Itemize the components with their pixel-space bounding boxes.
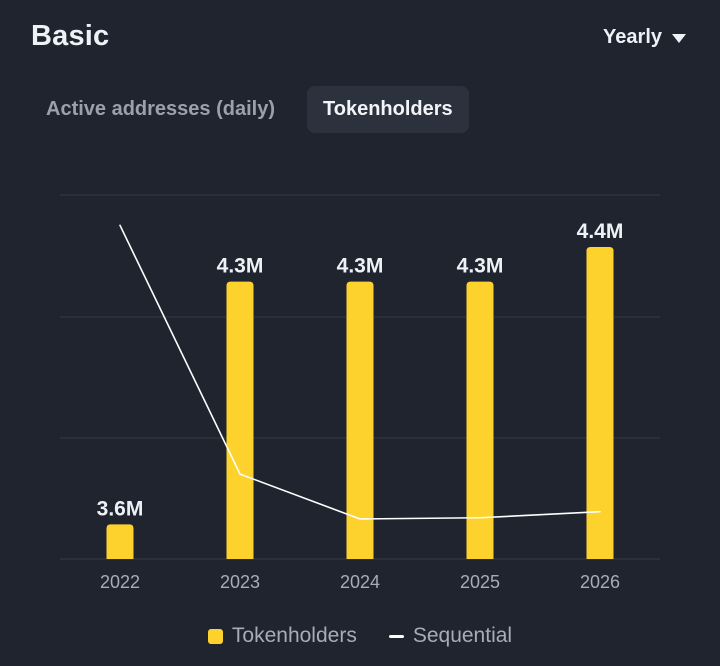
legend-item-tokenholders[interactable]: Tokenholders — [207, 624, 357, 648]
bar-2023 — [226, 281, 254, 559]
legend-label-tokenholders: Tokenholders — [231, 624, 357, 647]
x-tick-label-2023: 2023 — [220, 572, 260, 592]
legend-label-sequential: Sequential — [412, 624, 513, 647]
tab-active-addresses[interactable]: Active addresses (daily) — [46, 98, 275, 120]
x-tick-label-2025: 2025 — [460, 572, 500, 592]
period-label: Yearly — [603, 26, 662, 48]
tab-tokenholders[interactable]: Tokenholders — [307, 86, 469, 133]
data-label-2025: 4.3M — [457, 255, 504, 278]
data-label-2024: 4.3M — [337, 255, 384, 278]
sequential-line — [119, 224, 601, 520]
x-tick-label-2024: 2024 — [340, 572, 380, 592]
x-tick-label-2022: 2022 — [100, 572, 140, 592]
x-tick-label-2026: 2026 — [580, 572, 620, 592]
metric-tabs: Active addresses (daily) Tokenholders — [30, 86, 469, 133]
caret-down-icon — [672, 34, 686, 43]
data-label-2026: 4.4M — [577, 220, 624, 243]
card-title: Basic — [31, 20, 110, 52]
period-dropdown[interactable]: Yearly — [603, 26, 686, 49]
bar-2025 — [466, 281, 494, 559]
bar-2024 — [346, 281, 374, 559]
data-label-2022: 3.6M — [97, 497, 144, 520]
data-label-2023: 4.3M — [217, 255, 264, 278]
legend-item-sequential[interactable]: Sequential — [388, 624, 513, 648]
bar-swatch-icon — [207, 628, 223, 644]
chart-legend: Tokenholders Sequential — [0, 624, 720, 648]
bar-2026 — [586, 247, 614, 559]
bar-2022 — [106, 524, 134, 559]
line-swatch-icon — [388, 634, 404, 638]
